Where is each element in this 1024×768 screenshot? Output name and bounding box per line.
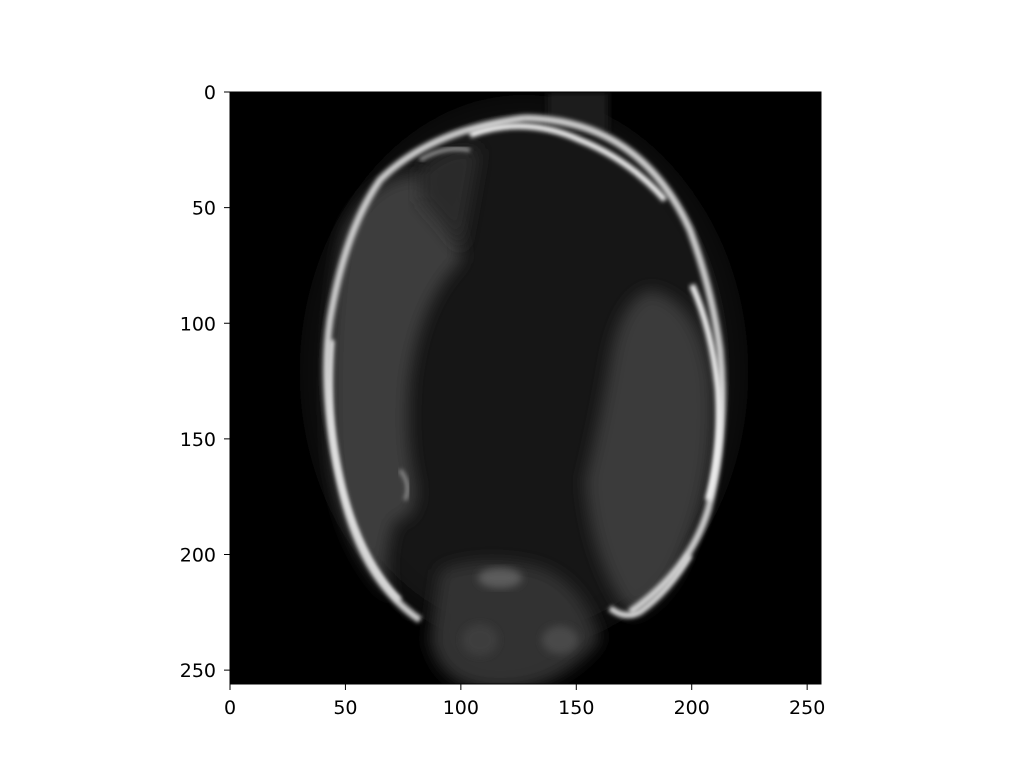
y-tick-label: 150 bbox=[180, 429, 216, 451]
vertebra-right bbox=[542, 626, 578, 654]
right-lung-region bbox=[585, 290, 714, 615]
x-tick-label: 250 bbox=[789, 697, 825, 719]
inner-contour bbox=[418, 146, 471, 162]
y-tick-label: 50 bbox=[192, 198, 216, 220]
vertebra-top bbox=[478, 568, 522, 588]
y-tick-label: 200 bbox=[180, 545, 216, 567]
inner-left-edge bbox=[398, 468, 410, 501]
rib-highlight-right bbox=[689, 283, 722, 501]
y-tick-label: 0 bbox=[204, 82, 216, 104]
rib-highlight-left bbox=[327, 339, 402, 602]
axes-frame bbox=[229, 91, 822, 685]
rib-highlight-top bbox=[468, 123, 668, 202]
x-tick-label: 0 bbox=[224, 697, 236, 719]
vertebra-left bbox=[462, 624, 498, 656]
rib-lower-right bbox=[608, 553, 693, 619]
x-axis: 0 50 100 150 200 250 bbox=[224, 684, 825, 719]
y-tick-label: 100 bbox=[180, 313, 216, 335]
upper-left-region bbox=[420, 147, 480, 250]
left-lung-region bbox=[329, 175, 462, 620]
y-tick-label: 250 bbox=[180, 660, 216, 682]
x-tick-label: 200 bbox=[674, 697, 710, 719]
x-tick-label: 100 bbox=[443, 697, 479, 719]
ct-scan-image bbox=[230, 92, 821, 684]
x-tick-label: 50 bbox=[333, 697, 357, 719]
x-tick-label: 150 bbox=[558, 697, 594, 719]
y-axis: 0 50 100 150 200 250 bbox=[180, 82, 230, 682]
